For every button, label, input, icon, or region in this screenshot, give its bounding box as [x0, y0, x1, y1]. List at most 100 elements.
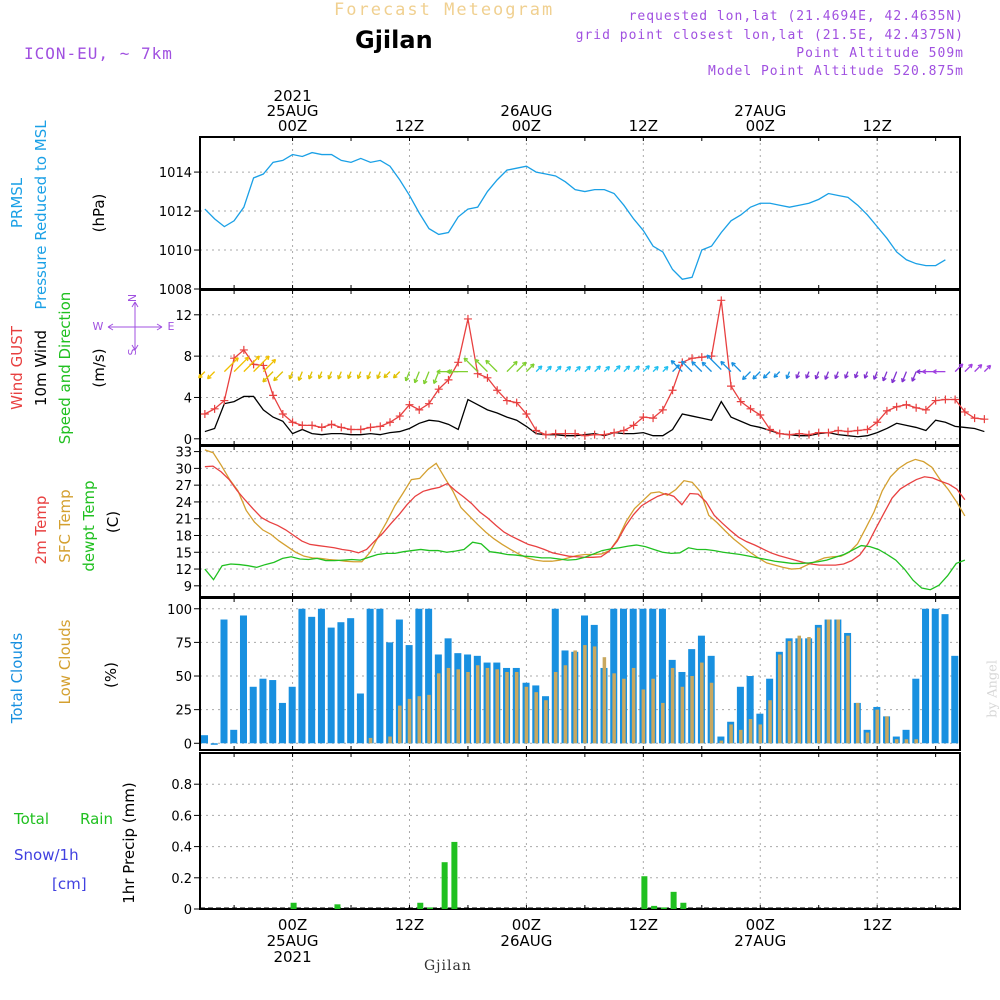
- low-cloud-bar: [661, 702, 665, 744]
- total-cloud-bar: [376, 608, 384, 744]
- grid-point-coordinates: grid point closest lon,lat (21.5E, 42.43…: [575, 28, 964, 43]
- meteogram-title: Forecast Meteogram: [334, 0, 555, 20]
- wind-direction-arrowhead: [986, 364, 992, 370]
- wind-direction-arrowhead: [916, 369, 921, 375]
- wind-direction-arrowhead: [234, 357, 239, 362]
- clouds-unit: (%): [102, 662, 120, 688]
- total-cloud-bar: [298, 608, 306, 744]
- wind-direction-arrow: [731, 362, 742, 373]
- wind-direction-arrow: [670, 360, 683, 373]
- low-cloud-bar: [680, 686, 685, 744]
- wind-gust-line-marker: [873, 418, 882, 427]
- y-tick-label: 1010: [159, 244, 192, 259]
- wind-gust-line-marker: [921, 405, 930, 414]
- wind-direction-arrowhead: [521, 361, 527, 367]
- low-cloud-bar: [592, 646, 597, 744]
- wind-direction-arrow: [433, 371, 440, 384]
- temp-2m-label: 2m Temp: [32, 496, 50, 565]
- wind-direction-arrowhead: [422, 379, 428, 385]
- wind-direction-arrow: [262, 371, 274, 383]
- rain-bar: [641, 876, 648, 909]
- total-cloud-bar: [902, 729, 910, 744]
- wind-gust-line-marker: [532, 426, 541, 435]
- wind-direction-arrowhead: [530, 363, 535, 369]
- wind-gust-line-marker: [980, 415, 989, 424]
- y-tick-label: 18: [175, 529, 192, 544]
- low-cloud-bar: [534, 692, 538, 744]
- low-cloud-bar: [583, 645, 587, 744]
- low-cloud-bar: [417, 696, 422, 744]
- wind-direction-arrow: [423, 371, 430, 385]
- panel-precipitation: 0 0.2 0.4 0.6 0.8: [171, 752, 961, 918]
- wind-gust-line-marker: [727, 382, 736, 391]
- wind-direction-arrow: [233, 356, 249, 373]
- wind-direction-arrow: [485, 359, 498, 373]
- wind-direction-arrow: [691, 361, 703, 373]
- wind-direction-arrowhead: [547, 365, 552, 371]
- dewpt-temp-line: [204, 541, 966, 591]
- wind-direction-arrow: [681, 360, 693, 373]
- y-tick-label: 33: [175, 446, 192, 461]
- wind-direction-arrowhead: [785, 374, 791, 380]
- wind-direction-arrow: [882, 371, 888, 382]
- wind-direction-arrowhead: [882, 376, 887, 382]
- low-cloud-bar: [748, 719, 753, 744]
- time-label-top: 00Z: [746, 117, 775, 135]
- total-cloud-bar: [619, 608, 627, 744]
- wind-gust-line-marker: [551, 429, 560, 438]
- low-cloud-bar: [612, 673, 616, 744]
- wind-direction-arrowhead: [706, 354, 711, 360]
- sfc-temp-label: SFC Temp: [56, 489, 74, 562]
- wind-direction-arrowhead: [625, 365, 631, 370]
- wind-direction-arrow: [506, 360, 518, 373]
- wind-gust-line-marker: [960, 407, 969, 416]
- wind-gust-line-marker: [444, 375, 453, 384]
- wind-direction-arrowhead: [762, 374, 768, 379]
- wind-direction-arrowhead: [958, 363, 964, 369]
- total-cloud-bar: [278, 702, 286, 744]
- y-tick-label: 0.6: [171, 809, 192, 824]
- low-cloud-bar: [816, 627, 821, 744]
- wind-gust-line-marker: [347, 425, 356, 434]
- wind-direction-arrowhead: [680, 360, 686, 366]
- wind-gust-line-marker: [629, 421, 638, 430]
- time-label-top: 00Z: [512, 117, 541, 135]
- precip-total-label: Total: [13, 810, 49, 828]
- rain-bar: [417, 902, 424, 909]
- total-cloud-bar: [415, 608, 423, 744]
- total-cloud-bar: [658, 608, 666, 744]
- wind-gust-line-marker: [717, 296, 726, 305]
- wind-direction-arrow: [223, 357, 239, 373]
- wind-direction-arrow: [824, 371, 830, 380]
- wind-gust-line-marker: [766, 425, 774, 434]
- low-cloud-bar: [778, 654, 782, 744]
- y-tick-label: 1012: [159, 205, 192, 220]
- total-cloud-bar: [201, 735, 209, 744]
- y-tick-label: 27: [175, 479, 192, 494]
- low-cloud-bar: [407, 698, 412, 744]
- low-cloud-bar: [787, 641, 792, 744]
- y-tick-label: 12: [175, 563, 192, 578]
- low-cloud-bar: [524, 686, 529, 744]
- wind-gust-line-marker: [882, 406, 891, 415]
- wind-direction-arrowhead: [932, 369, 937, 375]
- time-label-top: 2021: [273, 87, 311, 105]
- total-cloud-bar: [639, 608, 647, 744]
- time-label-top: 12Z: [395, 117, 424, 135]
- wind-gust-label: Wind GUST: [8, 325, 26, 410]
- compass-north: N: [126, 294, 139, 302]
- y-tick-label: 0: [184, 433, 192, 448]
- rain-bar: [451, 841, 458, 909]
- location-name: Gjilan: [355, 26, 433, 54]
- low-cloud-bar: [729, 724, 733, 744]
- y-tick-label: 8: [184, 350, 192, 365]
- y-tick-label: 30: [175, 462, 192, 477]
- wind-gust-line-marker: [308, 421, 317, 430]
- total-cloud-bar: [941, 614, 949, 744]
- low-cloud-bar: [622, 678, 626, 744]
- wind-direction-arrowhead: [891, 378, 896, 384]
- total-cloud-bar: [649, 608, 657, 744]
- wind-gust-line-marker: [746, 404, 755, 413]
- wind-direction-arrowhead: [556, 365, 562, 371]
- wind-gust-line-marker: [405, 400, 414, 409]
